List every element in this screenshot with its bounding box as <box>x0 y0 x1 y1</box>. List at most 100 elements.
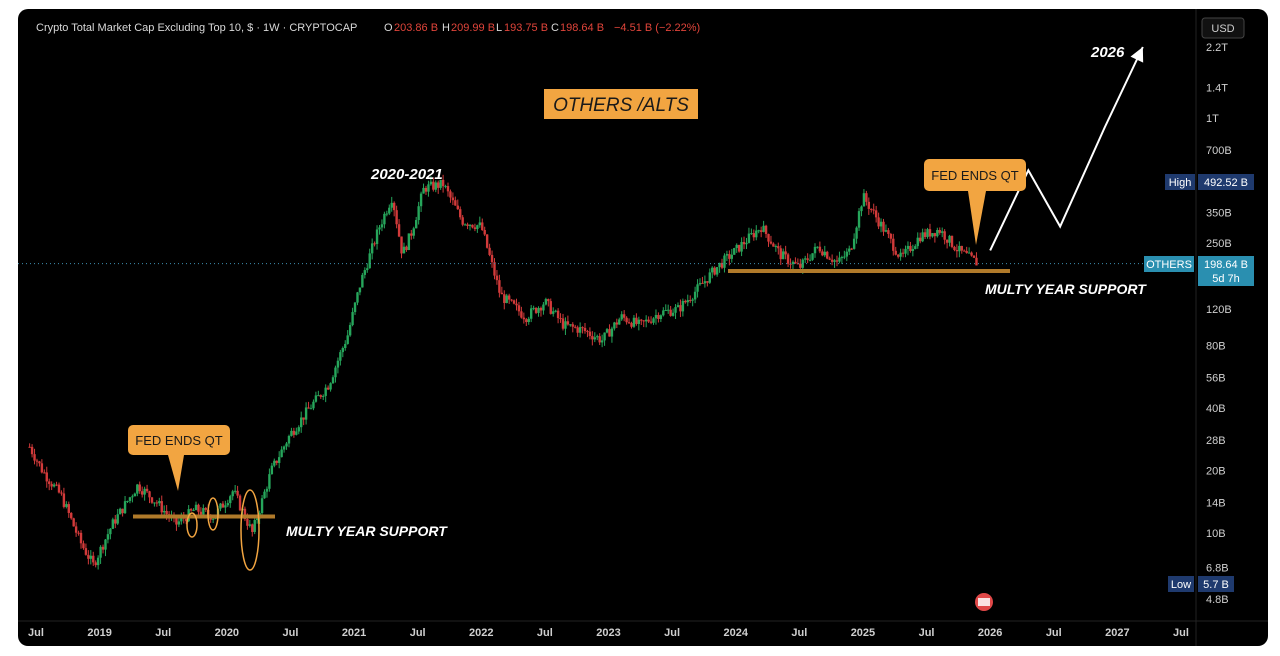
candle-body <box>402 246 406 254</box>
candle-body <box>493 262 496 276</box>
currency-button[interactable] <box>1201 17 1245 39</box>
candle-body <box>620 314 623 320</box>
candle-body <box>324 387 327 396</box>
candle-body <box>608 329 611 337</box>
candle-body <box>840 257 844 259</box>
candle-body <box>605 329 609 333</box>
candle-body <box>165 510 168 515</box>
candle-body <box>361 274 364 288</box>
candle-body <box>429 181 433 185</box>
candle-body <box>99 546 102 558</box>
candle-body <box>133 493 137 497</box>
candle-body <box>48 481 51 484</box>
candle-body <box>356 292 359 303</box>
candle-body <box>414 220 418 229</box>
fed-callout-right-text: FED ENDS QT <box>931 168 1018 183</box>
candle-body <box>353 302 357 313</box>
x-tick-label: 2022 <box>469 627 493 639</box>
fed-callout-right-pointer <box>968 191 986 245</box>
x-tick-label: Jul <box>664 627 680 639</box>
x-tick-label: Jul <box>282 627 298 639</box>
candle-body <box>752 233 756 238</box>
candle-body <box>309 408 313 410</box>
candle-body <box>909 245 912 252</box>
candle-body <box>852 238 856 249</box>
high-badge-label-text: High <box>1169 177 1192 189</box>
candle-body <box>564 321 567 329</box>
candle-body <box>759 230 763 232</box>
chart-frame: 2.2T 1.4T 1T 700B 350B 250B 120B 80B 56B 40B 28B 20… <box>18 9 1268 646</box>
candle-body <box>45 472 48 482</box>
candle-body <box>495 275 499 281</box>
candle-body <box>938 230 941 233</box>
candle-body <box>339 352 342 361</box>
candle-body <box>290 430 293 436</box>
change-value: −4.51 B (−2.22%) <box>614 22 700 34</box>
candle-body <box>373 243 376 245</box>
candle-body <box>879 221 883 227</box>
candle-body <box>779 248 782 260</box>
candle-body <box>211 518 215 520</box>
candle-body <box>233 490 237 492</box>
candle-body <box>28 446 31 448</box>
candle-body <box>874 210 878 218</box>
candle-body <box>481 222 484 230</box>
support-label-left: MULTY YEAR SUPPORT <box>286 523 448 539</box>
candle-body <box>392 202 396 211</box>
candle-body <box>123 501 127 514</box>
candle-body <box>263 491 266 499</box>
candle-body <box>872 209 875 211</box>
candle-body <box>417 206 420 221</box>
candle-body <box>525 319 528 323</box>
candle-body <box>596 336 599 338</box>
candle-body <box>314 395 318 402</box>
candle-body <box>260 498 264 514</box>
candle-body <box>708 272 711 283</box>
candle-body <box>828 258 831 260</box>
candle-body <box>689 300 692 302</box>
candle-body <box>715 267 719 275</box>
candle-body <box>948 235 951 243</box>
candle-body <box>512 300 516 304</box>
candle-body <box>57 484 61 493</box>
candle-body <box>723 255 726 268</box>
candle-body <box>696 284 699 292</box>
candle-body <box>101 546 105 550</box>
candle-body <box>943 231 946 240</box>
candle-body <box>400 236 403 254</box>
candle-body <box>273 460 276 466</box>
candle-body <box>664 310 667 312</box>
candle-body <box>483 229 486 235</box>
candle-body <box>877 217 880 227</box>
symbol-line: Crypto Total Market Cap Excluding Top 10… <box>36 22 357 34</box>
candle-body <box>143 488 146 495</box>
y-tick-label: 28B <box>1206 435 1226 447</box>
x-tick-label: 2026 <box>978 627 1002 639</box>
candle-body <box>307 407 310 409</box>
low-badge-value-text: 5.7 B <box>1203 579 1229 591</box>
candle-body <box>865 193 868 202</box>
candle-body <box>960 245 963 251</box>
candle-body <box>532 307 535 309</box>
others-badge-label-text: OTHERS <box>1146 259 1192 271</box>
candle-body <box>838 257 841 262</box>
candle-body <box>304 407 308 420</box>
candle-body <box>950 235 954 247</box>
candle-body <box>312 401 315 409</box>
candle-body <box>419 193 423 207</box>
candle-body <box>855 227 858 239</box>
highlight-ellipse <box>207 497 219 531</box>
candle-body <box>236 490 239 496</box>
candle-body <box>52 484 56 487</box>
candle-body <box>65 504 68 507</box>
candle-body <box>669 309 672 316</box>
candle-body <box>821 251 824 256</box>
candle-body <box>781 251 785 260</box>
candle-body <box>92 555 95 563</box>
candle-body <box>804 258 807 260</box>
candle-body <box>923 232 927 237</box>
low-value: 193.75 B <box>504 22 548 34</box>
candle-body <box>388 207 391 214</box>
candle-body <box>246 519 249 526</box>
low-badge-value <box>1198 576 1234 592</box>
